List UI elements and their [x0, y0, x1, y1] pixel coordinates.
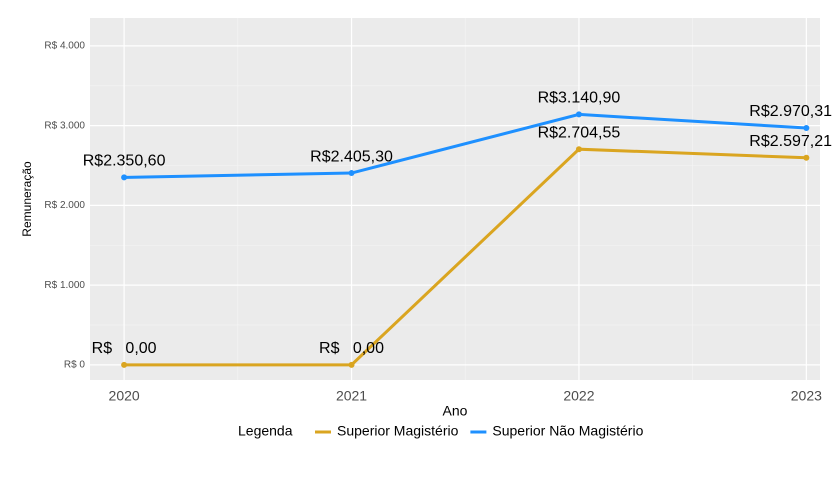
point — [803, 125, 810, 132]
x-tick-label: 2020 — [109, 388, 140, 404]
data-label: R$ 0,00 — [319, 340, 384, 357]
data-label: R$2.597,21 — [749, 133, 832, 150]
data-label: R$2.350,60 — [83, 153, 166, 170]
point — [348, 170, 355, 177]
marks — [121, 111, 810, 368]
series-line — [124, 147, 807, 367]
point — [121, 174, 128, 181]
panel — [90, 18, 820, 380]
grid — [90, 18, 820, 380]
data-label: R$ 0,00 — [92, 340, 157, 357]
data-label: R$2.704,55 — [538, 124, 621, 141]
data-label: R$2.405,30 — [310, 148, 393, 165]
y-tick-label: R$ 2.000 — [44, 200, 85, 211]
y-tick-label: R$ 1.000 — [44, 280, 85, 291]
legend-label: Superior Magistério — [337, 423, 459, 439]
x-tick-label: 2023 — [791, 388, 822, 404]
point — [575, 146, 582, 153]
x-axis-title: Ano — [443, 403, 468, 419]
series-line — [124, 112, 807, 179]
legend-label: Superior Não Magistério — [492, 423, 643, 439]
y-tick-label: R$ 0 — [64, 359, 86, 370]
data-label: R$3.140,90 — [538, 90, 621, 107]
legend-title: Legenda — [238, 423, 293, 439]
point — [575, 111, 582, 118]
y-tick-label: R$ 4.000 — [44, 41, 85, 52]
y-axis-title: Remuneração — [20, 161, 34, 237]
y-tick-label: R$ 3.000 — [44, 120, 85, 131]
point — [803, 154, 810, 161]
point — [348, 361, 355, 368]
x-tick-label: 2021 — [336, 388, 367, 404]
data-label: R$2.970,31 — [749, 103, 832, 120]
x-tick-label: 2022 — [563, 388, 594, 404]
point — [121, 361, 128, 368]
